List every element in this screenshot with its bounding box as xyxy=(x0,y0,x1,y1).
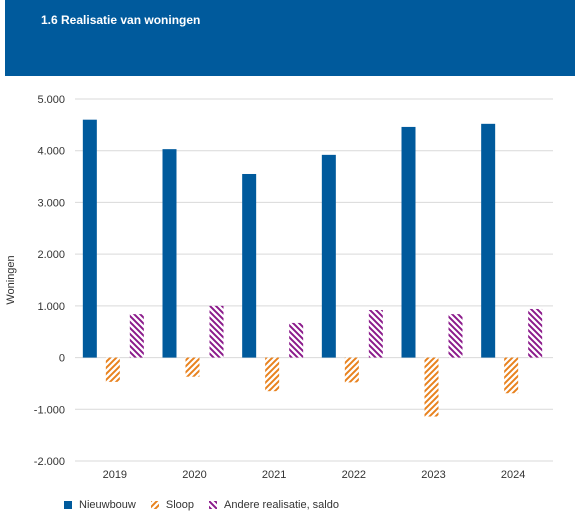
y-tick-label: -1.000 xyxy=(34,404,65,416)
bar-nieuwbouw-2020[interactable] xyxy=(162,149,177,358)
legend-swatch-nieuwbouw xyxy=(64,501,72,509)
bar-sloop-2020[interactable] xyxy=(185,357,200,377)
bar-sloop-2023[interactable] xyxy=(424,357,439,417)
bar-nieuwbouw-2021[interactable] xyxy=(242,173,257,358)
bar-andere-2022[interactable] xyxy=(368,309,383,358)
legend-label-nieuwbouw: Nieuwbouw xyxy=(79,499,136,511)
x-axis: 2019 2020 2021 2022 2023 2024 xyxy=(103,469,526,481)
bar-andere-2019[interactable] xyxy=(129,314,144,358)
chart-title: 1.6 Realisatie van woningen xyxy=(41,13,201,27)
legend: Nieuwbouw Sloop Andere realisatie, saldo xyxy=(64,499,354,511)
legend-swatch-sloop xyxy=(150,501,159,509)
bar-andere-2024[interactable] xyxy=(528,308,543,358)
bar-andere-2023[interactable] xyxy=(448,314,463,358)
bar-sloop-2024[interactable] xyxy=(504,357,519,394)
x-tick-label: 2021 xyxy=(262,469,286,481)
bar-sloop-2022[interactable] xyxy=(344,357,359,383)
legend-item-andere[interactable]: Andere realisatie, saldo xyxy=(209,499,339,511)
bar-sloop-2019[interactable] xyxy=(105,357,120,382)
y-tick-label: 5.000 xyxy=(37,94,65,106)
legend-label-andere: Andere realisatie, saldo xyxy=(224,499,339,511)
bar-nieuwbouw-2022[interactable] xyxy=(321,154,336,358)
y-tick-label: 0 xyxy=(59,353,65,365)
legend-item-nieuwbouw[interactable]: Nieuwbouw xyxy=(64,499,136,511)
y-axis-label: Woningen xyxy=(5,255,17,304)
bars xyxy=(82,119,543,417)
gridlines xyxy=(75,98,553,462)
y-tick-label: 4.000 xyxy=(37,146,65,158)
bar-andere-2020[interactable] xyxy=(209,305,224,358)
bar-sloop-2021[interactable] xyxy=(265,357,280,392)
x-tick-label: 2023 xyxy=(421,469,445,481)
y-tick-label: 3.000 xyxy=(37,197,65,209)
x-tick-label: 2020 xyxy=(182,469,206,481)
y-axis: 5.000 4.000 3.000 2.000 1.000 0 -1.000 -2.000 xyxy=(34,94,65,468)
legend-label-sloop: Sloop xyxy=(165,499,195,511)
x-tick-label: 2022 xyxy=(342,469,366,481)
bar-nieuwbouw-2024[interactable] xyxy=(481,123,496,358)
y-tick-label: 1.000 xyxy=(37,301,65,313)
bar-andere-2021[interactable] xyxy=(289,322,304,358)
chart-header: 1.6 Realisatie van woningen xyxy=(5,0,575,76)
y-tick-label: -2.000 xyxy=(34,456,65,468)
y-tick-label: 2.000 xyxy=(37,249,65,261)
bar-nieuwbouw-2023[interactable] xyxy=(401,126,416,358)
legend-item-sloop[interactable]: Sloop xyxy=(150,499,195,511)
x-tick-label: 2019 xyxy=(103,469,127,481)
x-tick-label: 2024 xyxy=(501,469,525,481)
bar-nieuwbouw-2019[interactable] xyxy=(82,119,97,358)
legend-swatch-andere xyxy=(209,501,218,509)
